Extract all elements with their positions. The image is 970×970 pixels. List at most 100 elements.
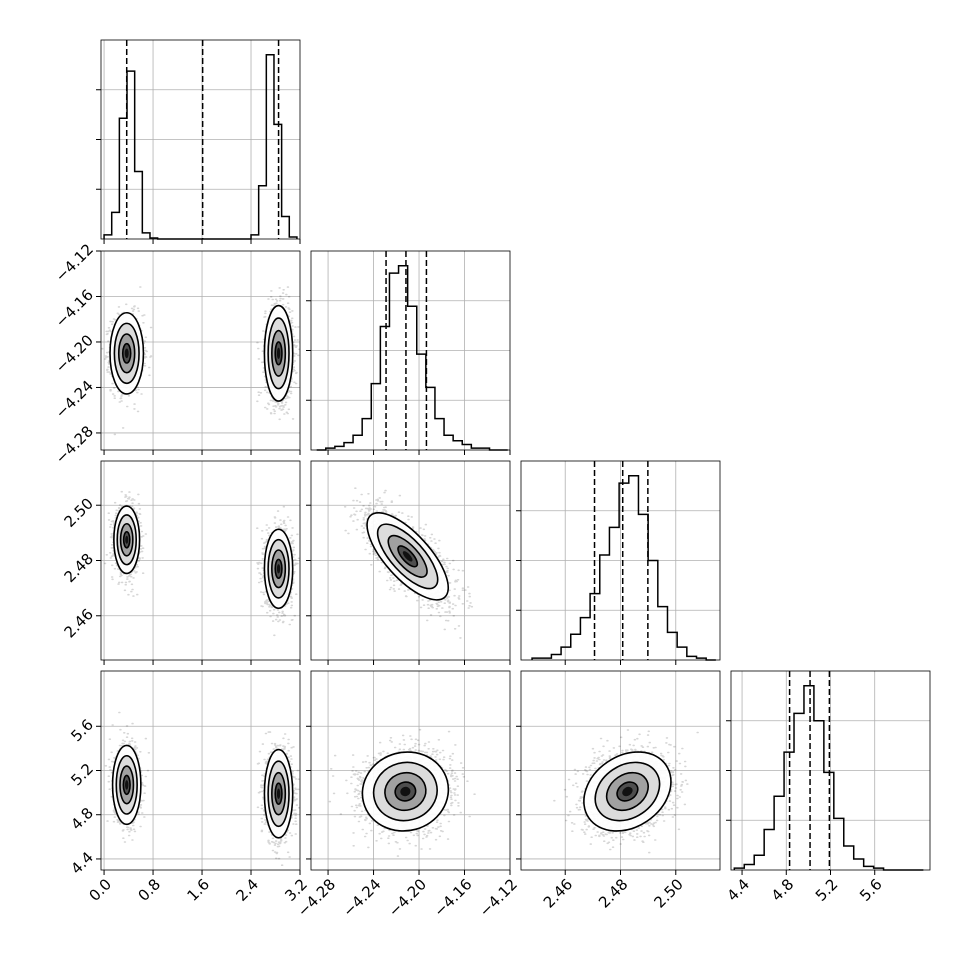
histogram-bin: [282, 216, 290, 239]
histogram-bin: [619, 483, 629, 660]
histogram-bin: [638, 514, 648, 660]
histogram-bin: [353, 435, 362, 450]
panel-frame: [100, 39, 301, 240]
histogram-bin: [844, 846, 854, 870]
x-tick-label: 0.0: [85, 875, 115, 905]
density-peak: [276, 788, 281, 799]
y-tick-label: 4.4: [67, 848, 97, 878]
density-plot: [553, 729, 699, 854]
y-tick-label: 5.2: [67, 760, 97, 790]
histogram-line: [531, 474, 716, 661]
histogram-bin: [814, 721, 824, 870]
histogram-bin: [804, 686, 814, 870]
x-tick-label: 2.50: [650, 875, 686, 911]
y-tick-label: 2.50: [61, 495, 97, 531]
density-peak: [125, 780, 129, 790]
x-tick-label: −4.16: [430, 875, 475, 920]
density-plot: [103, 490, 300, 637]
histogram-bin: [609, 527, 619, 660]
histogram-bin: [266, 55, 274, 239]
histogram-bin: [417, 354, 426, 450]
histogram-bin: [551, 654, 561, 660]
histogram-bin: [687, 656, 697, 660]
histogram-bin: [854, 859, 864, 870]
histogram-bin: [864, 866, 874, 870]
density-peak: [276, 564, 281, 574]
histogram-bin: [380, 327, 389, 450]
x-tick-label: −4.20: [385, 875, 430, 920]
y-tick-label: −4.20: [52, 331, 97, 376]
histogram-bin: [112, 212, 120, 239]
x-tick-label: 2.4: [232, 875, 262, 905]
histogram-bin: [408, 306, 417, 450]
y-tick-label: −4.16: [52, 286, 97, 331]
histogram-panel-3: [516, 460, 721, 665]
density-panel-3-1: 2.46 2.48 2.50: [61, 460, 301, 665]
histogram-bin: [344, 443, 353, 450]
x-tick-label: 2.48: [595, 875, 631, 911]
histogram-bin: [435, 419, 444, 450]
x-tick-label: 2.46: [540, 875, 576, 911]
histogram-bin: [426, 387, 435, 450]
histogram-bin: [834, 818, 844, 870]
histogram-bin: [119, 118, 127, 239]
histogram-panel-2: [306, 250, 511, 455]
histogram-line: [103, 53, 298, 240]
histogram-bin: [629, 476, 639, 660]
density-plot: [328, 728, 476, 857]
histogram-bin: [259, 186, 267, 239]
y-tick-label: 2.46: [61, 605, 97, 641]
histogram-bin: [580, 618, 590, 660]
density-panel-4-2: −4.28 −4.24 −4.20 −4.16 −4.12: [294, 670, 521, 921]
histogram-bin: [754, 855, 764, 870]
histogram-bin: [142, 233, 150, 239]
histogram-bin: [135, 171, 143, 239]
y-tick-label: 2.48: [61, 550, 97, 586]
density-peak: [400, 786, 411, 797]
histogram-bin: [794, 713, 804, 870]
histogram-bin: [274, 124, 282, 239]
histogram-bin: [371, 384, 380, 450]
x-tick-label: 1.6: [183, 875, 213, 905]
histogram-bin: [571, 634, 581, 660]
x-tick-label: 4.4: [723, 875, 753, 905]
density-plot: [101, 286, 300, 436]
density-peak: [124, 348, 129, 359]
density-panel-4-1: 0.0 0.8 1.6 2.4 3.24.44.85.25.6: [67, 670, 311, 905]
histogram-bin: [362, 419, 371, 450]
histogram-bin: [127, 71, 135, 239]
x-tick-label: 5.2: [812, 875, 842, 905]
histogram-bin: [104, 235, 112, 239]
histogram-bin: [658, 607, 668, 660]
x-tick-label: 4.8: [768, 875, 798, 905]
x-tick-label: −4.12: [476, 875, 521, 920]
histogram-line: [316, 264, 508, 451]
density-panel-2-1: −4.28−4.24−4.20−4.16−4.12: [52, 240, 301, 467]
histogram-panel-4: 4.4 4.8 5.2 5.6: [723, 670, 931, 905]
y-tick-label: −4.12: [52, 240, 97, 285]
histogram-bin: [774, 796, 784, 870]
histogram-bin: [389, 273, 398, 450]
density-peak: [125, 535, 129, 544]
histogram-bin: [648, 561, 658, 661]
histogram-bin: [744, 864, 754, 870]
histogram-line: [733, 684, 924, 871]
histogram-bin: [677, 647, 687, 660]
x-tick-label: 0.8: [134, 875, 164, 905]
histogram-bin: [462, 444, 471, 450]
histogram-bin: [561, 647, 571, 660]
x-tick-label: −4.24: [339, 875, 384, 920]
density-plot: [343, 487, 474, 639]
histogram-panel-1: [96, 39, 301, 244]
x-tick-label: 5.6: [856, 875, 886, 905]
histogram-bin: [600, 555, 610, 660]
density-plot: [104, 711, 300, 870]
density-peak: [276, 347, 281, 360]
density-panel-4-3: 2.46 2.48 2.50: [516, 670, 721, 912]
histogram-bin: [453, 441, 462, 450]
y-tick-label: −4.24: [52, 377, 97, 422]
y-tick-label: 5.6: [67, 716, 97, 746]
histogram-bin: [251, 235, 259, 239]
density-panel-3-2: [306, 460, 511, 665]
